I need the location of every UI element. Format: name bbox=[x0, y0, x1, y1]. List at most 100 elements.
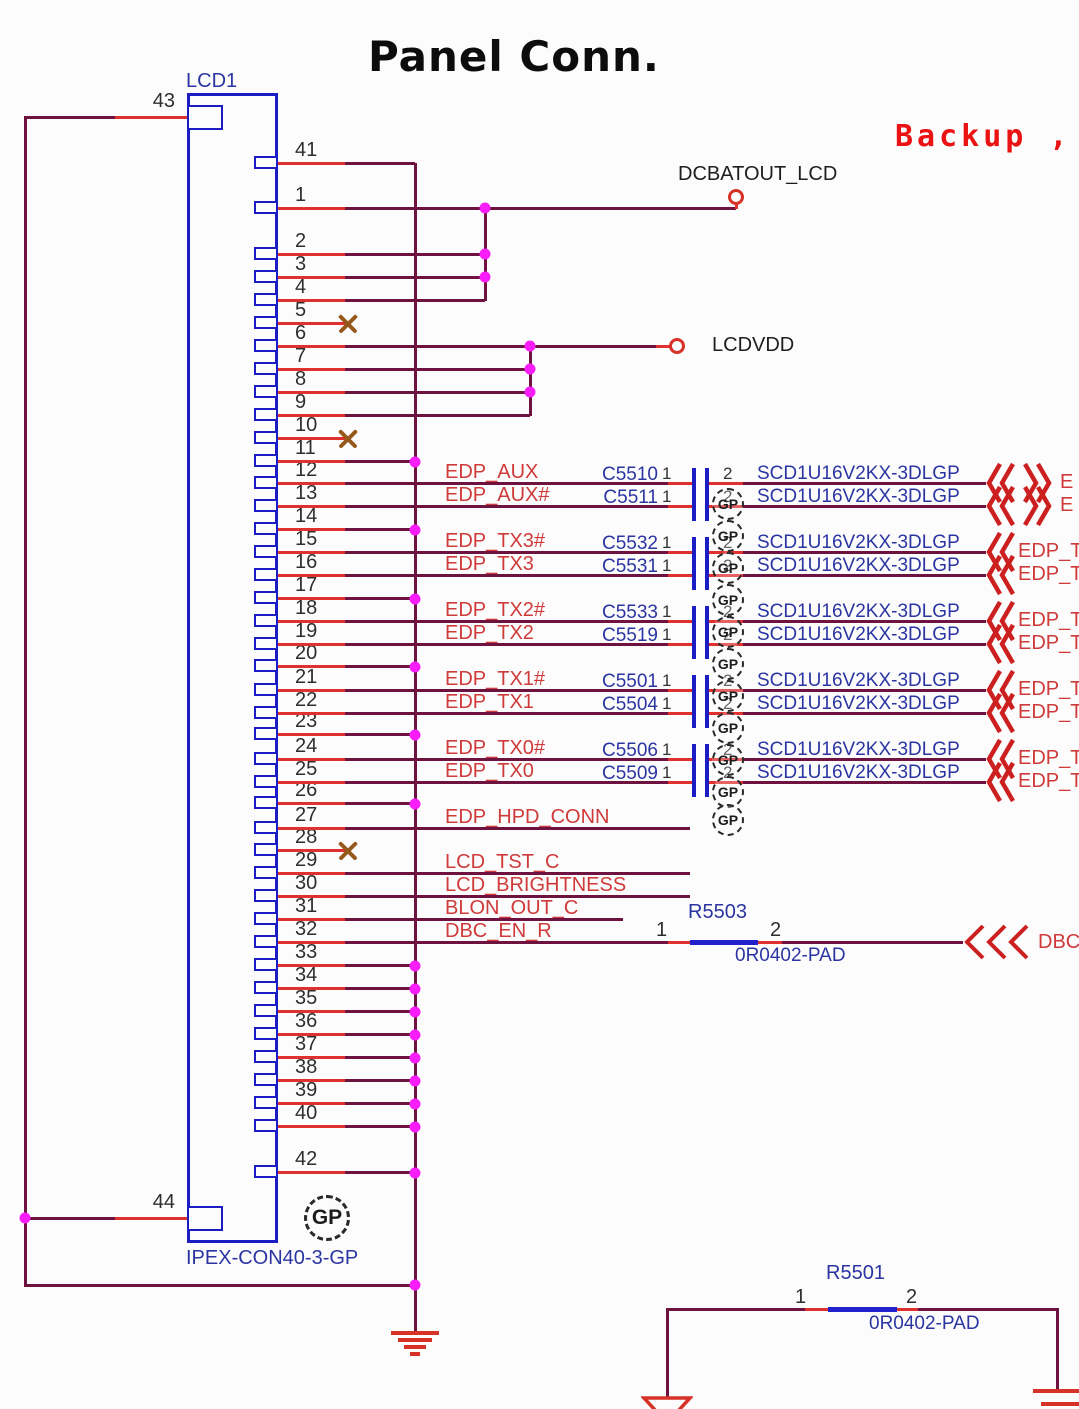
gp-watermark-stamp: GP bbox=[712, 552, 744, 584]
capacitor-value: SCD1U16V2KX-3DLGP bbox=[757, 739, 960, 760]
pin-number: 43 bbox=[152, 90, 175, 112]
capacitor-output-wire bbox=[743, 574, 986, 577]
capacitor-plate-left bbox=[692, 537, 696, 567]
capacitor-refdes: C5533 bbox=[602, 602, 658, 623]
capacitor-pin1-stub bbox=[668, 689, 692, 692]
pin-box bbox=[254, 545, 278, 558]
pin-number: 17 bbox=[295, 574, 318, 596]
net-label: EDP_TX2 bbox=[445, 622, 534, 644]
pin-number: 36 bbox=[295, 1010, 318, 1032]
pin-number: 34 bbox=[295, 964, 318, 986]
r5503-refdes: R5503 bbox=[688, 901, 747, 923]
pin-wire bbox=[345, 964, 415, 967]
pin-box bbox=[254, 981, 278, 994]
pin-wire bbox=[345, 414, 530, 417]
junction-dot bbox=[409, 1052, 421, 1064]
pin-number: 28 bbox=[295, 826, 318, 848]
pin-number: 3 bbox=[295, 253, 307, 275]
pin-wire bbox=[345, 574, 668, 577]
capacitor-pin1-stub bbox=[668, 781, 692, 784]
no-connect-icon bbox=[337, 427, 359, 449]
capacitor-value: SCD1U16V2KX-3DLGP bbox=[757, 670, 960, 691]
junction-dot bbox=[19, 1212, 31, 1224]
pin-number: 27 bbox=[295, 804, 318, 826]
net-label: LCD_TST_C bbox=[445, 851, 560, 873]
pin-stub bbox=[278, 597, 345, 600]
pin-wire bbox=[345, 758, 668, 761]
pin-stub bbox=[278, 368, 345, 371]
pin-box bbox=[187, 1206, 223, 1231]
capacitor-plate-left bbox=[692, 491, 696, 521]
pin-number: 26 bbox=[295, 779, 318, 801]
offpage-net-label: EDP_T bbox=[1018, 609, 1079, 631]
pin-number: 11 bbox=[295, 437, 316, 459]
capacitor-pin1-number: 1 bbox=[662, 533, 672, 552]
pin-number: 33 bbox=[295, 941, 318, 963]
pin-box bbox=[254, 408, 278, 421]
junction-dot bbox=[409, 1279, 421, 1291]
capacitor-output-wire bbox=[743, 620, 986, 623]
pin-wire bbox=[345, 620, 668, 623]
pin-stub bbox=[278, 528, 345, 531]
net-label: EDP_AUX bbox=[445, 461, 539, 483]
gp-watermark-stamp: GP bbox=[712, 520, 744, 552]
pin-box bbox=[254, 270, 278, 283]
pin-wire bbox=[345, 781, 668, 784]
gp-watermark-stamp: GP bbox=[712, 584, 744, 616]
pin-number: 42 bbox=[295, 1148, 318, 1170]
pin-stub bbox=[278, 299, 345, 302]
pin-box bbox=[254, 1050, 278, 1063]
capacitor-output-wire bbox=[743, 781, 986, 784]
pin-box bbox=[254, 1165, 278, 1178]
pin-stub bbox=[278, 964, 345, 967]
pin-wire bbox=[345, 276, 485, 279]
pin-box bbox=[254, 156, 278, 169]
junction-dot bbox=[479, 202, 491, 214]
capacitor-plate-left bbox=[692, 767, 696, 797]
capacitor-pin1-stub bbox=[668, 758, 692, 761]
pin-stub bbox=[278, 574, 345, 577]
pin-number: 16 bbox=[295, 551, 318, 573]
pin-box bbox=[254, 821, 278, 834]
offpage-net-label: EDP_T bbox=[1018, 770, 1079, 792]
pin-wire bbox=[345, 1033, 415, 1036]
pin-stub bbox=[115, 116, 187, 119]
pin-wire bbox=[345, 918, 623, 921]
ground-bar4 bbox=[410, 1352, 420, 1356]
gp-watermark-stamp: GP bbox=[712, 744, 744, 776]
capacitor-refdes: C5519 bbox=[602, 625, 658, 646]
capacitor-pin1-stub bbox=[668, 712, 692, 715]
pin-box bbox=[254, 1073, 278, 1086]
junction-dot bbox=[409, 1098, 421, 1110]
pin-stub bbox=[278, 827, 345, 830]
capacitor-pin1-stub bbox=[668, 620, 692, 623]
capacitor-pin2-number: 2 bbox=[723, 464, 733, 483]
r5503-pin2-number: 2 bbox=[770, 919, 782, 941]
r5501-refdes: R5501 bbox=[826, 1262, 885, 1284]
pin-stub bbox=[278, 253, 345, 256]
pin-wire bbox=[345, 162, 415, 165]
pin-box bbox=[254, 201, 278, 214]
capacitor-pin1-stub bbox=[668, 643, 692, 646]
pin-box bbox=[254, 796, 278, 809]
ground-bar3 bbox=[404, 1345, 426, 1349]
pin-stub bbox=[278, 460, 345, 463]
r5501-right-drop-wire bbox=[1056, 1308, 1059, 1389]
capacitor-value: SCD1U16V2KX-3DLGP bbox=[757, 532, 960, 553]
capacitor-output-wire bbox=[743, 505, 986, 508]
pin-box bbox=[254, 454, 278, 467]
capacitor-plate-right bbox=[705, 767, 709, 797]
left-loop-wire-bottom bbox=[24, 1284, 416, 1287]
capacitor-refdes: C5501 bbox=[602, 671, 658, 692]
pin-box bbox=[254, 499, 278, 512]
gp-logo: GP bbox=[304, 1195, 350, 1241]
capacitor-refdes: C5509 bbox=[602, 763, 658, 784]
pin-wire bbox=[345, 528, 415, 531]
pin-box bbox=[254, 316, 278, 329]
pin-stub bbox=[278, 1079, 345, 1082]
pin-wire bbox=[345, 712, 668, 715]
pin-wire bbox=[345, 597, 415, 600]
r5501-pin2-stub bbox=[897, 1308, 918, 1311]
pin-box bbox=[254, 1096, 278, 1109]
